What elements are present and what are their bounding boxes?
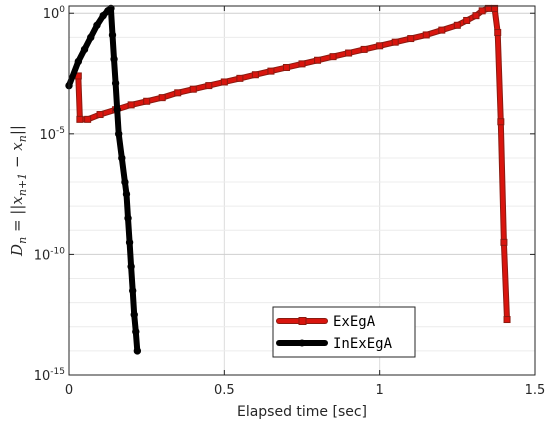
- data-point-square: [438, 26, 446, 34]
- data-point-circle: [128, 286, 137, 295]
- data-point-square: [491, 4, 499, 12]
- legend-entry-inexega: InExEgA: [276, 336, 393, 352]
- ylabel-x1-sub: n+1: [16, 173, 29, 196]
- data-point-circle: [121, 178, 129, 186]
- data-point-circle: [80, 45, 89, 54]
- data-point-square: [127, 101, 135, 109]
- legend-box: [272, 306, 416, 358]
- series-group: [65, 4, 511, 355]
- ylabel-x1: x: [8, 196, 26, 205]
- data-point-square: [503, 316, 511, 324]
- data-point-square: [360, 45, 368, 53]
- data-point-square: [205, 82, 213, 90]
- x-axis-title: Elapsed time [sec]: [237, 404, 367, 420]
- x-tick-label: 0.5: [214, 383, 235, 398]
- data-point-square: [494, 29, 502, 37]
- data-point-circle: [74, 57, 83, 66]
- data-point-square: [76, 115, 84, 123]
- data-point-square: [251, 71, 259, 79]
- y-axis-ticks: 100 10-5 10-10 10-15: [34, 5, 535, 384]
- data-point-square: [329, 53, 337, 61]
- data-point-square: [453, 21, 461, 29]
- data-point-square: [376, 42, 384, 50]
- y-tick-label: 10-10: [34, 246, 66, 263]
- y-tick-label: 10-5: [39, 126, 65, 143]
- data-point-square: [143, 97, 151, 105]
- svg-text:Dn = ||xn+1 − xn||: Dn = ||xn+1 − xn||: [8, 125, 29, 257]
- data-point-square: [478, 7, 486, 15]
- legend-marker-square: [298, 317, 307, 325]
- series-inexega: [65, 4, 142, 355]
- data-point-circle: [108, 31, 117, 39]
- data-point-square: [407, 35, 415, 43]
- data-point-circle: [99, 11, 107, 20]
- data-point-circle: [118, 154, 126, 162]
- ylabel-norm-left: ||: [8, 205, 26, 215]
- y-axis-title: Dn = ||xn+1 − xn||: [8, 125, 29, 257]
- data-point-circle: [111, 79, 120, 87]
- x-tick-label: 1.5: [525, 383, 546, 398]
- x-tick-label: 1: [376, 383, 384, 398]
- data-point-circle: [133, 347, 142, 355]
- legend-label: InExEgA: [333, 336, 393, 352]
- data-point-circle: [87, 33, 95, 42]
- data-point-square: [96, 111, 104, 119]
- data-point-circle: [130, 311, 138, 319]
- data-point-circle: [110, 55, 118, 63]
- series-exega: [74, 4, 511, 324]
- data-point-square: [500, 238, 508, 246]
- data-point-square: [236, 74, 244, 82]
- ylabel-eq: =: [8, 215, 26, 237]
- ylabel-base: D: [8, 244, 26, 257]
- data-point-square: [174, 89, 182, 97]
- data-point-circle: [115, 130, 123, 138]
- data-point-square: [282, 64, 290, 71]
- data-point-square: [463, 16, 471, 24]
- data-point-circle: [124, 214, 132, 222]
- data-point-square: [220, 78, 228, 86]
- x-tick-label: 0: [65, 383, 73, 398]
- legend-label: ExEgA: [333, 314, 376, 330]
- legend-entry-exega: ExEgA: [276, 314, 376, 330]
- data-point-square: [422, 31, 430, 39]
- data-point-square: [158, 94, 166, 102]
- data-point-circle: [122, 190, 131, 198]
- data-point-square: [497, 118, 505, 126]
- ylabel-minus: −: [8, 151, 26, 173]
- data-point-square: [391, 38, 399, 46]
- data-point-square: [298, 60, 306, 68]
- data-point-circle: [125, 238, 134, 247]
- data-point-square: [314, 56, 322, 64]
- data-point-square: [189, 85, 197, 93]
- ylabel-x2-sub: n: [16, 135, 29, 142]
- legend-marker-circle: [298, 339, 306, 347]
- data-point-square: [472, 12, 480, 20]
- data-point-circle: [107, 4, 115, 13]
- data-point-circle: [113, 106, 121, 114]
- data-point-square: [345, 49, 353, 57]
- x-axis-ticks: 0 0.5 1 1.5: [65, 6, 545, 398]
- data-point-circle: [93, 21, 101, 29]
- ylabel-x2: x: [8, 142, 26, 151]
- plot-area-border: [68, 5, 536, 376]
- y-tick-label: 100: [43, 5, 66, 22]
- data-point-circle: [127, 262, 135, 271]
- legend: ExEgA InExEgA: [272, 306, 416, 358]
- ylabel-base-sub: n: [16, 237, 29, 244]
- data-point-square: [267, 67, 275, 75]
- data-point-circle: [132, 327, 140, 336]
- grid: [68, 6, 536, 376]
- y-tick-label: 10-15: [34, 367, 65, 384]
- ylabel-norm-right: ||: [8, 125, 26, 135]
- data-point-square: [84, 115, 92, 123]
